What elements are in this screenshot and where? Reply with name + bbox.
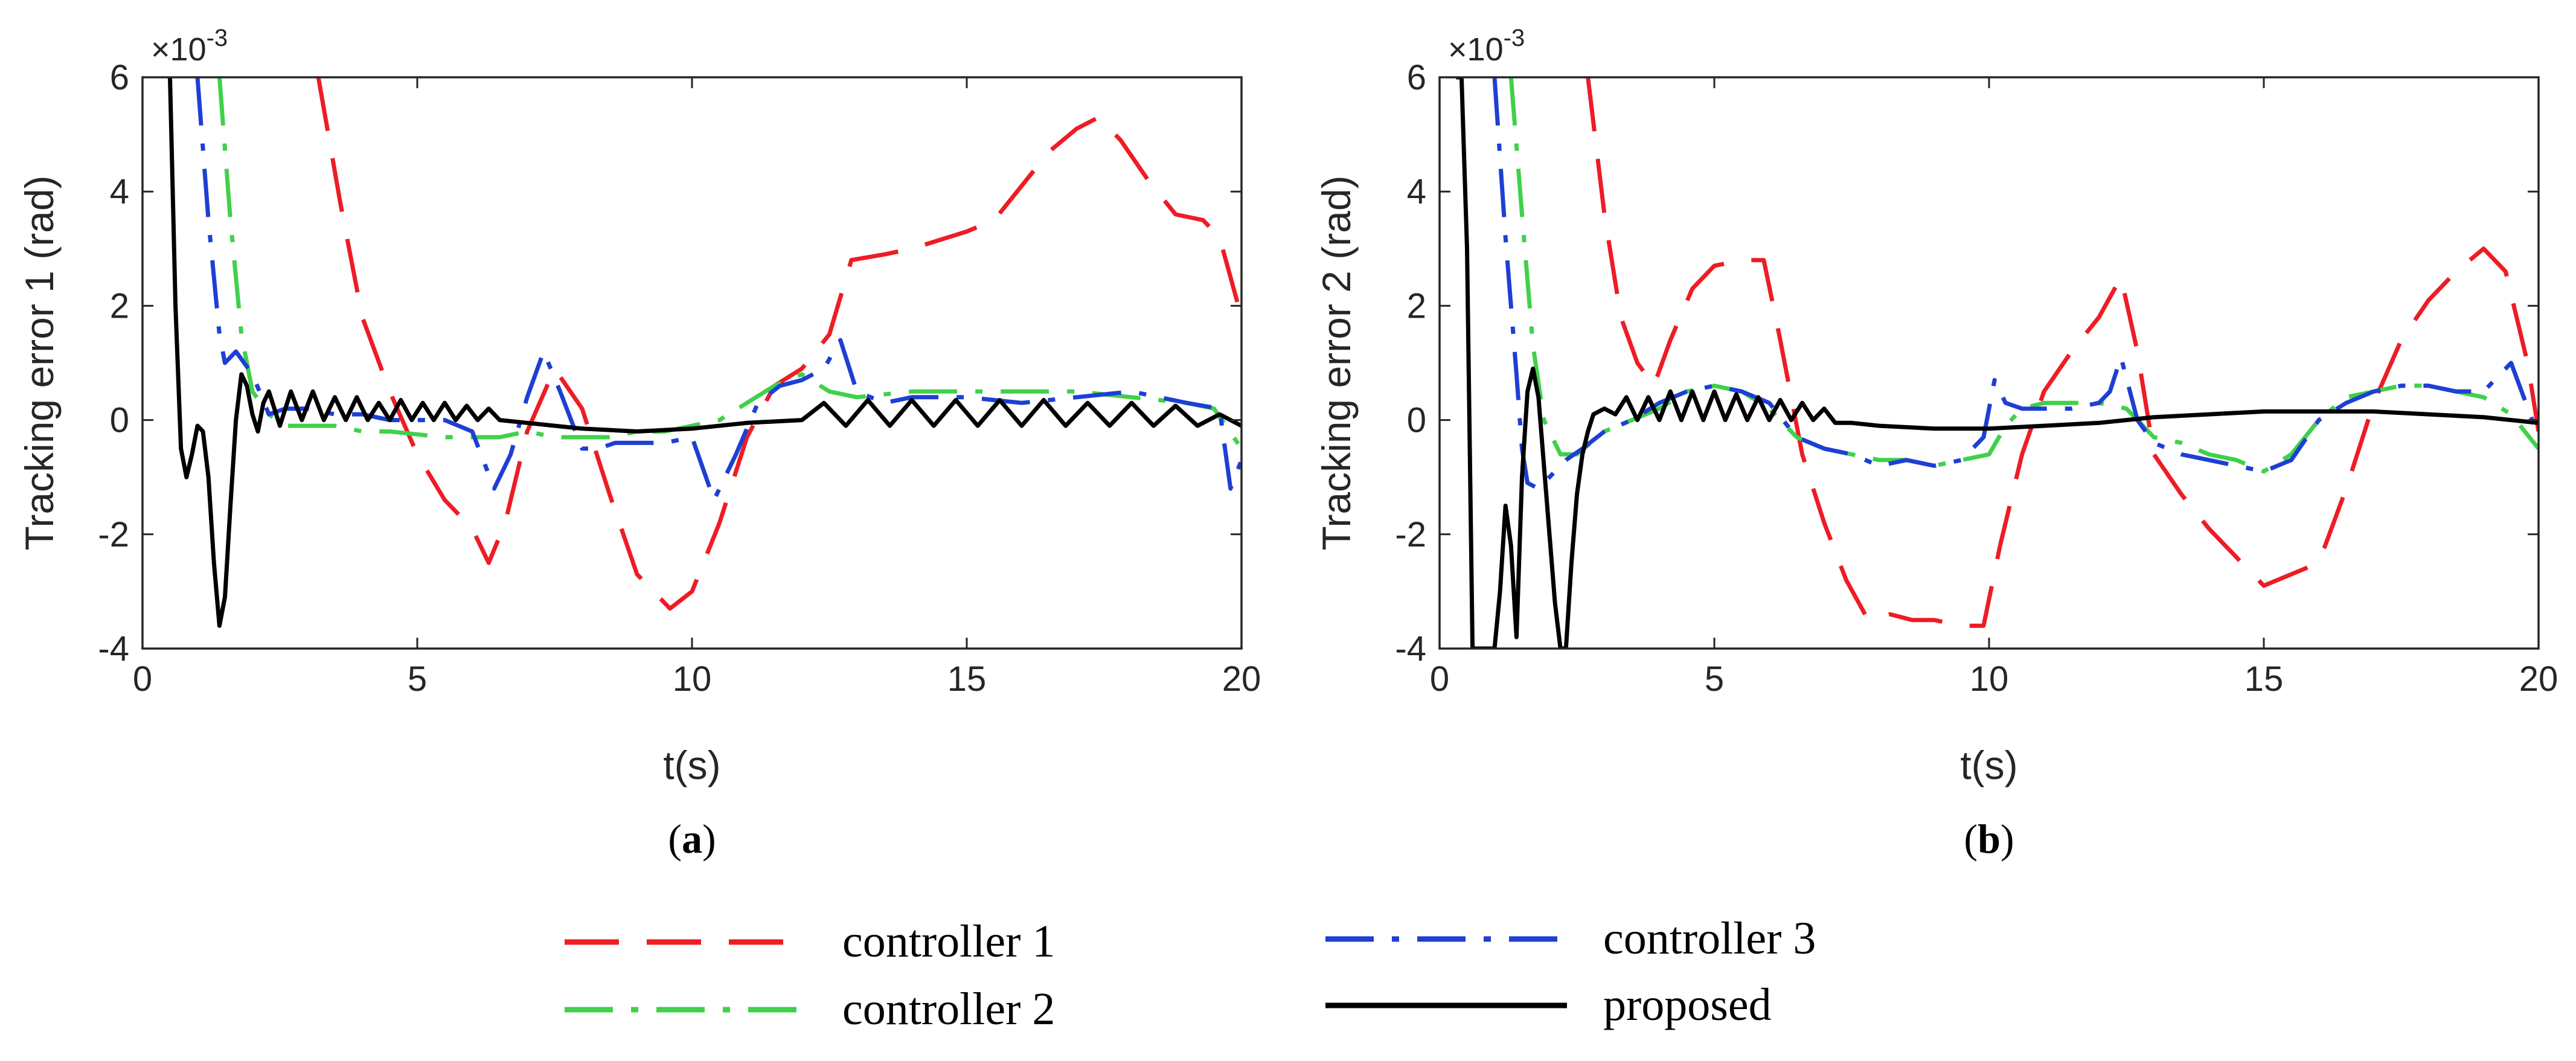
series-line-controller-2 <box>217 77 1242 450</box>
plot-area-b <box>1456 77 2539 649</box>
ticks-a: 0 5 10 15 20 -4 -2 0 2 4 6 <box>98 58 1261 699</box>
y-tick-label: 2 <box>1407 286 1426 325</box>
plot-area-a <box>168 77 1242 628</box>
y-axis-label-b: Tracking error 2 (rad) <box>1314 175 1359 550</box>
x-tick-label: 20 <box>1222 659 1261 699</box>
y-tick-label: 6 <box>110 58 129 97</box>
axes-box-b <box>1438 76 2540 650</box>
legend-label: controller 3 <box>1603 913 1816 964</box>
legend-label: proposed <box>1603 979 1772 1030</box>
exponent-label-b: ×10-3 <box>1448 25 1525 68</box>
legend-label: controller 1 <box>842 916 1055 967</box>
ticks-b: 0 5 10 15 20 -4 -2 0 2 4 6 <box>1395 58 2558 699</box>
panel-label-a: (a) <box>668 816 716 862</box>
y-tick-label: 6 <box>1407 58 1426 97</box>
y-tick-label: 2 <box>110 286 129 325</box>
series-line-controller-1 <box>316 77 1242 611</box>
y-tick-label: -2 <box>98 515 129 554</box>
x-tick-label: 15 <box>2244 659 2284 699</box>
x-axis-label-b: t(s) <box>1960 743 2017 787</box>
y-tick-label: -4 <box>98 629 129 668</box>
series-line-controller-1 <box>1586 77 2539 628</box>
y-tick-label: 0 <box>110 401 129 440</box>
legend-item-proposed: proposed <box>1325 979 1772 1030</box>
x-tick-label: 10 <box>673 659 712 699</box>
y-tick-label: -2 <box>1395 515 1426 554</box>
x-tick-label: 10 <box>1970 659 2009 699</box>
series-line-controller-3 <box>1492 77 2539 491</box>
legend: controller 1 controller 3 controller 2 prop… <box>565 913 1816 1034</box>
axes-box-a <box>141 76 1243 650</box>
panel-label-b: (b) <box>1964 816 2014 862</box>
series-line-controller-3 <box>195 77 1242 502</box>
legend-label: controller 2 <box>842 984 1055 1034</box>
exponent-label-a: ×10-3 <box>151 25 228 68</box>
x-tick-label: 5 <box>408 659 427 699</box>
chart-panel-a: 0 5 10 15 20 -4 -2 0 2 4 6 ×10-3 Tracking error 1 … <box>17 25 1261 862</box>
legend-item-controller-2: controller 2 <box>565 984 1055 1034</box>
y-tick-label: 4 <box>1407 172 1426 211</box>
series-line-proposed <box>1456 77 2539 649</box>
x-axis-label-a: t(s) <box>663 743 720 787</box>
y-tick-label: 4 <box>110 172 129 211</box>
series-line-proposed <box>168 77 1242 628</box>
legend-item-controller-1: controller 1 <box>565 916 1055 967</box>
y-tick-label: -4 <box>1395 629 1426 668</box>
y-axis-label-a: Tracking error 1 (rad) <box>17 175 62 550</box>
x-tick-label: 15 <box>947 659 987 699</box>
chart-panel-b: 0 5 10 15 20 -4 -2 0 2 4 6 ×10-3 Tracking error 2 … <box>1314 25 2558 862</box>
legend-item-controller-3: controller 3 <box>1325 913 1816 964</box>
x-tick-label: 5 <box>1705 659 1724 699</box>
x-tick-label: 20 <box>2519 659 2558 699</box>
y-tick-label: 0 <box>1407 401 1426 440</box>
x-tick-label: 0 <box>1430 659 1449 699</box>
x-tick-label: 0 <box>133 659 152 699</box>
